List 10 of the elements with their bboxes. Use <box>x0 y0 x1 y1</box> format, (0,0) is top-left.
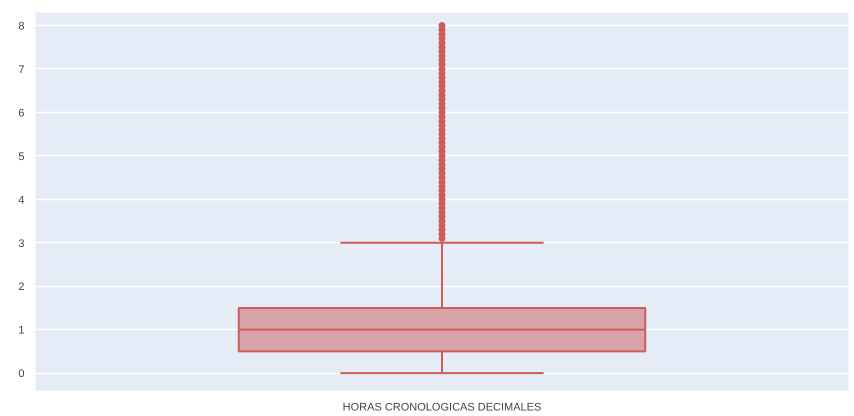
y-tick-label: 7 <box>18 64 25 76</box>
y-tick-label: 0 <box>18 368 25 380</box>
y-tick-label: 8 <box>18 20 25 33</box>
y-tick-label: 5 <box>18 150 25 163</box>
y-tick-label: 3 <box>18 238 25 250</box>
x-tick-label: HORAS CRONOLOGICAS DECIMALES <box>342 402 542 414</box>
y-tick-label: 6 <box>18 107 25 120</box>
y-tick-label: 4 <box>18 194 25 206</box>
y-tick-label: 1 <box>18 324 25 337</box>
y-tick-label: 2 <box>18 281 25 294</box>
